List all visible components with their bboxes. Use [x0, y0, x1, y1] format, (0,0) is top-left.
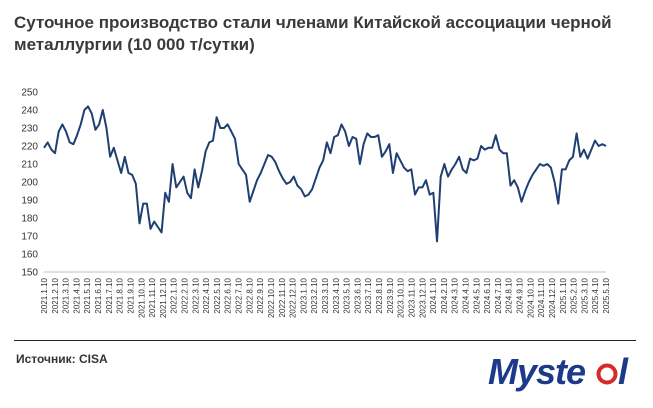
y-axis: 150 160 170 180 190 200 210 220 230 240 250 — [21, 88, 38, 279]
y-tick-label: 150 — [21, 268, 38, 279]
x-tick-label: 2022.2.10 — [181, 277, 190, 313]
x-tick-label: 2023.3.10 — [321, 277, 330, 313]
x-tick-label: 2024.6.10 — [483, 277, 492, 313]
x-tick-label: 2025.5.10 — [602, 277, 611, 313]
source-note: Источник: CISA — [16, 352, 108, 366]
x-tick-label: 2022.5.10 — [213, 277, 222, 313]
y-tick-label: 220 — [21, 142, 38, 153]
y-tick-label: 190 — [21, 196, 38, 207]
logo-accent-icon — [596, 363, 618, 385]
x-tick-label: 2024.9.10 — [516, 277, 525, 313]
x-tick-label: 2023.6.10 — [353, 277, 362, 313]
line-chart: 150 160 170 180 190 200 210 220 230 240 250 2021.1… — [21, 88, 611, 319]
plot-area — [43, 105, 607, 243]
x-tick-label: 2024.2.10 — [440, 277, 449, 313]
x-tick-label: 2023.8.10 — [375, 277, 384, 313]
x-tick-label: 2021.3.10 — [62, 277, 71, 313]
x-tick-label: 2024.3.10 — [451, 277, 460, 313]
x-tick-label: 2024.7.10 — [494, 277, 503, 313]
x-tick-label: 2022.3.10 — [191, 277, 200, 313]
y-tick-label: 180 — [21, 214, 38, 225]
x-tick-label: 2024.8.10 — [505, 277, 514, 313]
y-tick-label: 160 — [21, 250, 38, 261]
mysteel-logo: Myste l — [488, 351, 629, 392]
x-tick-label: 2022.4.10 — [202, 277, 211, 313]
x-tick-label: 2023.2.10 — [310, 277, 319, 313]
x-tick-label: 2022.9.10 — [256, 277, 265, 313]
y-tick-label: 250 — [21, 88, 38, 99]
x-tick-label: 2021.2.10 — [51, 277, 60, 313]
chart-title: Суточное производство стали членами Кита… — [14, 13, 612, 54]
x-tick-label: 2023.1.10 — [299, 277, 308, 313]
x-tick-label: 2021.6.10 — [94, 277, 103, 313]
x-tick-label: 2025.4.10 — [591, 277, 600, 313]
x-tick-label: 2022.11.10 — [278, 277, 287, 317]
x-tick-label: 2021.11.10 — [148, 277, 157, 317]
x-tick-label: 2021.8.10 — [116, 277, 125, 313]
footer-divider — [14, 340, 636, 341]
x-tick-label: 2022.12.10 — [289, 277, 298, 318]
x-tick-label: 2021.10.10 — [137, 277, 146, 318]
x-tick-label: 2023.11.10 — [407, 277, 416, 317]
x-tick-label: 2025.1.10 — [559, 277, 568, 313]
x-tick-label: 2021.1.10 — [40, 277, 49, 313]
y-tick-label: 170 — [21, 232, 38, 243]
x-tick-label: 2022.10.10 — [267, 277, 276, 318]
x-tick-label: 2022.7.10 — [235, 277, 244, 313]
x-tick-label: 2021.7.10 — [105, 277, 114, 313]
x-tick-label: 2023.5.10 — [343, 277, 352, 313]
logo-text: Myste — [488, 351, 586, 392]
x-tick-label: 2022.1.10 — [170, 277, 179, 313]
x-tick-label: 2025.2.10 — [570, 277, 579, 313]
x-tick-label: 2023.12.10 — [418, 277, 427, 318]
x-tick-label: 2021.9.10 — [126, 277, 135, 313]
x-axis: 2021.1.10 2021.2.10 2021.3.10 2021.4.10 2021… — [40, 271, 611, 318]
x-tick-label: 2021.12.10 — [159, 277, 168, 318]
x-tick-label: 2021.4.10 — [72, 277, 81, 313]
x-tick-label: 2024.11.10 — [537, 277, 546, 317]
x-tick-label: 2022.6.10 — [224, 277, 233, 313]
x-tick-label: 2024.12.10 — [548, 277, 557, 318]
x-tick-label: 2025.3.10 — [580, 277, 589, 313]
x-tick-label: 2024.1.10 — [429, 277, 438, 313]
x-tick-label: 2023.9.10 — [386, 277, 395, 313]
y-tick-label: 200 — [21, 178, 38, 189]
y-tick-label: 230 — [21, 124, 38, 135]
x-tick-label: 2024.10.10 — [526, 277, 535, 318]
x-tick-label: 2022.8.10 — [245, 277, 254, 313]
x-tick-label: 2024.5.10 — [472, 277, 481, 313]
logo-text-end: l — [618, 351, 629, 392]
x-tick-label: 2024.4.10 — [462, 277, 471, 313]
x-tick-label: 2023.4.10 — [332, 277, 341, 313]
series-line — [43, 105, 607, 243]
y-tick-label: 210 — [21, 160, 38, 171]
x-tick-label: 2021.5.10 — [83, 277, 92, 313]
y-tick-label: 240 — [21, 106, 38, 117]
x-tick-label: 2023.10.10 — [397, 277, 406, 318]
x-tick-label: 2023.7.10 — [364, 277, 373, 313]
